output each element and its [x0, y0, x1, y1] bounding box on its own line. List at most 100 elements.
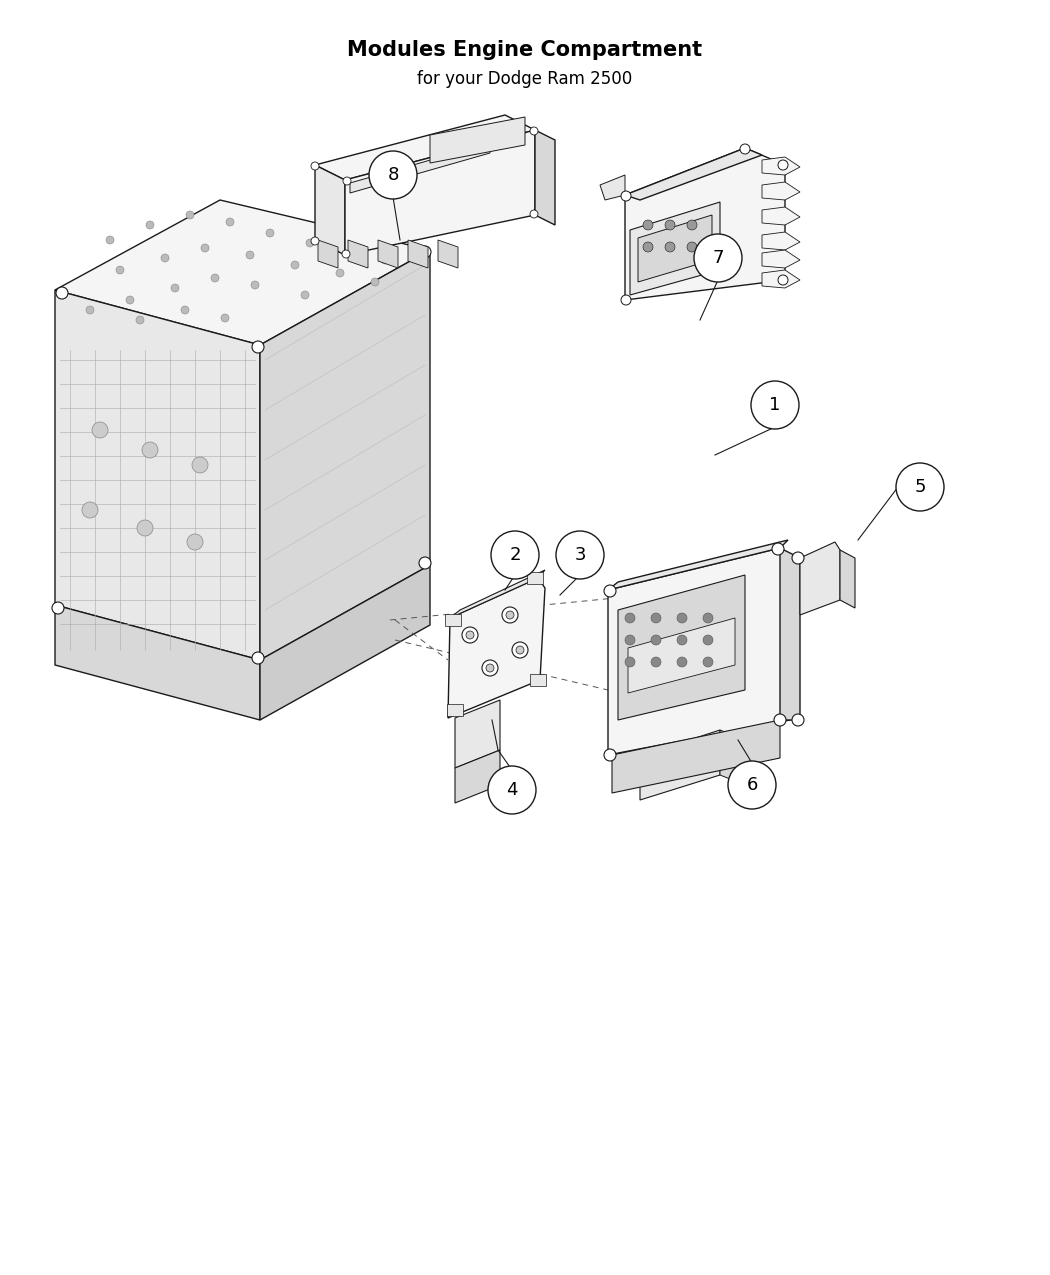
Polygon shape [378, 240, 398, 268]
Text: Modules Engine Compartment: Modules Engine Compartment [348, 40, 702, 60]
Circle shape [778, 159, 788, 170]
Text: 3: 3 [574, 546, 586, 564]
Polygon shape [762, 157, 800, 175]
Polygon shape [345, 130, 536, 255]
Circle shape [704, 635, 713, 645]
Circle shape [246, 251, 254, 259]
Polygon shape [445, 615, 461, 626]
Circle shape [491, 530, 539, 579]
Polygon shape [318, 240, 338, 268]
Circle shape [625, 613, 635, 623]
Polygon shape [840, 550, 855, 608]
Circle shape [252, 652, 264, 664]
Circle shape [621, 295, 631, 305]
Circle shape [704, 613, 713, 623]
Polygon shape [350, 143, 490, 193]
Polygon shape [640, 731, 720, 799]
Polygon shape [450, 570, 545, 618]
Circle shape [687, 221, 697, 230]
Circle shape [488, 766, 536, 813]
Polygon shape [612, 720, 780, 793]
Circle shape [530, 128, 538, 135]
Circle shape [792, 714, 804, 725]
Text: 6: 6 [747, 776, 758, 794]
Polygon shape [600, 175, 625, 200]
Polygon shape [536, 130, 555, 224]
Circle shape [171, 284, 178, 292]
Polygon shape [55, 606, 260, 720]
Polygon shape [527, 572, 543, 584]
Polygon shape [720, 731, 740, 783]
Circle shape [643, 242, 653, 252]
Polygon shape [762, 207, 800, 224]
Circle shape [136, 520, 153, 536]
Circle shape [677, 613, 687, 623]
Circle shape [311, 162, 319, 170]
Circle shape [86, 306, 94, 314]
Circle shape [106, 236, 114, 244]
Circle shape [346, 249, 354, 256]
Circle shape [126, 296, 134, 303]
Circle shape [186, 210, 194, 219]
Polygon shape [315, 115, 536, 180]
Circle shape [192, 456, 208, 473]
Circle shape [778, 275, 788, 286]
Circle shape [604, 748, 616, 761]
Circle shape [621, 191, 631, 201]
Text: 7: 7 [712, 249, 723, 266]
Circle shape [419, 557, 430, 569]
Text: 2: 2 [509, 546, 521, 564]
Text: for your Dodge Ram 2500: for your Dodge Ram 2500 [418, 70, 632, 88]
Polygon shape [762, 250, 800, 268]
Polygon shape [447, 704, 463, 717]
Polygon shape [780, 548, 800, 720]
Circle shape [792, 552, 804, 564]
Polygon shape [55, 200, 430, 346]
Circle shape [252, 340, 264, 353]
Circle shape [530, 210, 538, 218]
Polygon shape [638, 215, 712, 282]
Circle shape [56, 287, 68, 300]
Circle shape [82, 502, 98, 518]
Circle shape [625, 657, 635, 667]
Circle shape [142, 442, 157, 458]
Circle shape [516, 646, 524, 654]
Polygon shape [625, 148, 762, 200]
Circle shape [651, 657, 662, 667]
Circle shape [201, 244, 209, 252]
Text: 5: 5 [915, 478, 926, 496]
Circle shape [462, 627, 478, 643]
Circle shape [651, 635, 662, 645]
Polygon shape [260, 565, 430, 720]
Circle shape [311, 237, 319, 245]
Circle shape [161, 254, 169, 261]
Circle shape [343, 177, 351, 185]
Circle shape [774, 714, 786, 725]
Circle shape [381, 256, 388, 264]
Circle shape [728, 761, 776, 810]
Polygon shape [448, 578, 545, 718]
Circle shape [486, 664, 494, 672]
Circle shape [419, 246, 430, 258]
Circle shape [220, 314, 229, 323]
Circle shape [772, 543, 784, 555]
Circle shape [211, 274, 219, 282]
Circle shape [604, 585, 616, 597]
Circle shape [92, 422, 108, 439]
Polygon shape [430, 117, 525, 163]
Circle shape [181, 306, 189, 314]
Text: 4: 4 [506, 782, 518, 799]
Circle shape [336, 269, 344, 277]
Circle shape [251, 280, 259, 289]
Polygon shape [260, 250, 430, 660]
Circle shape [625, 635, 635, 645]
Polygon shape [618, 575, 745, 720]
Circle shape [651, 613, 662, 623]
Circle shape [226, 218, 234, 226]
Circle shape [266, 230, 274, 237]
Polygon shape [628, 618, 735, 694]
Circle shape [556, 530, 604, 579]
Circle shape [291, 261, 299, 269]
Circle shape [643, 221, 653, 230]
Circle shape [512, 643, 528, 658]
